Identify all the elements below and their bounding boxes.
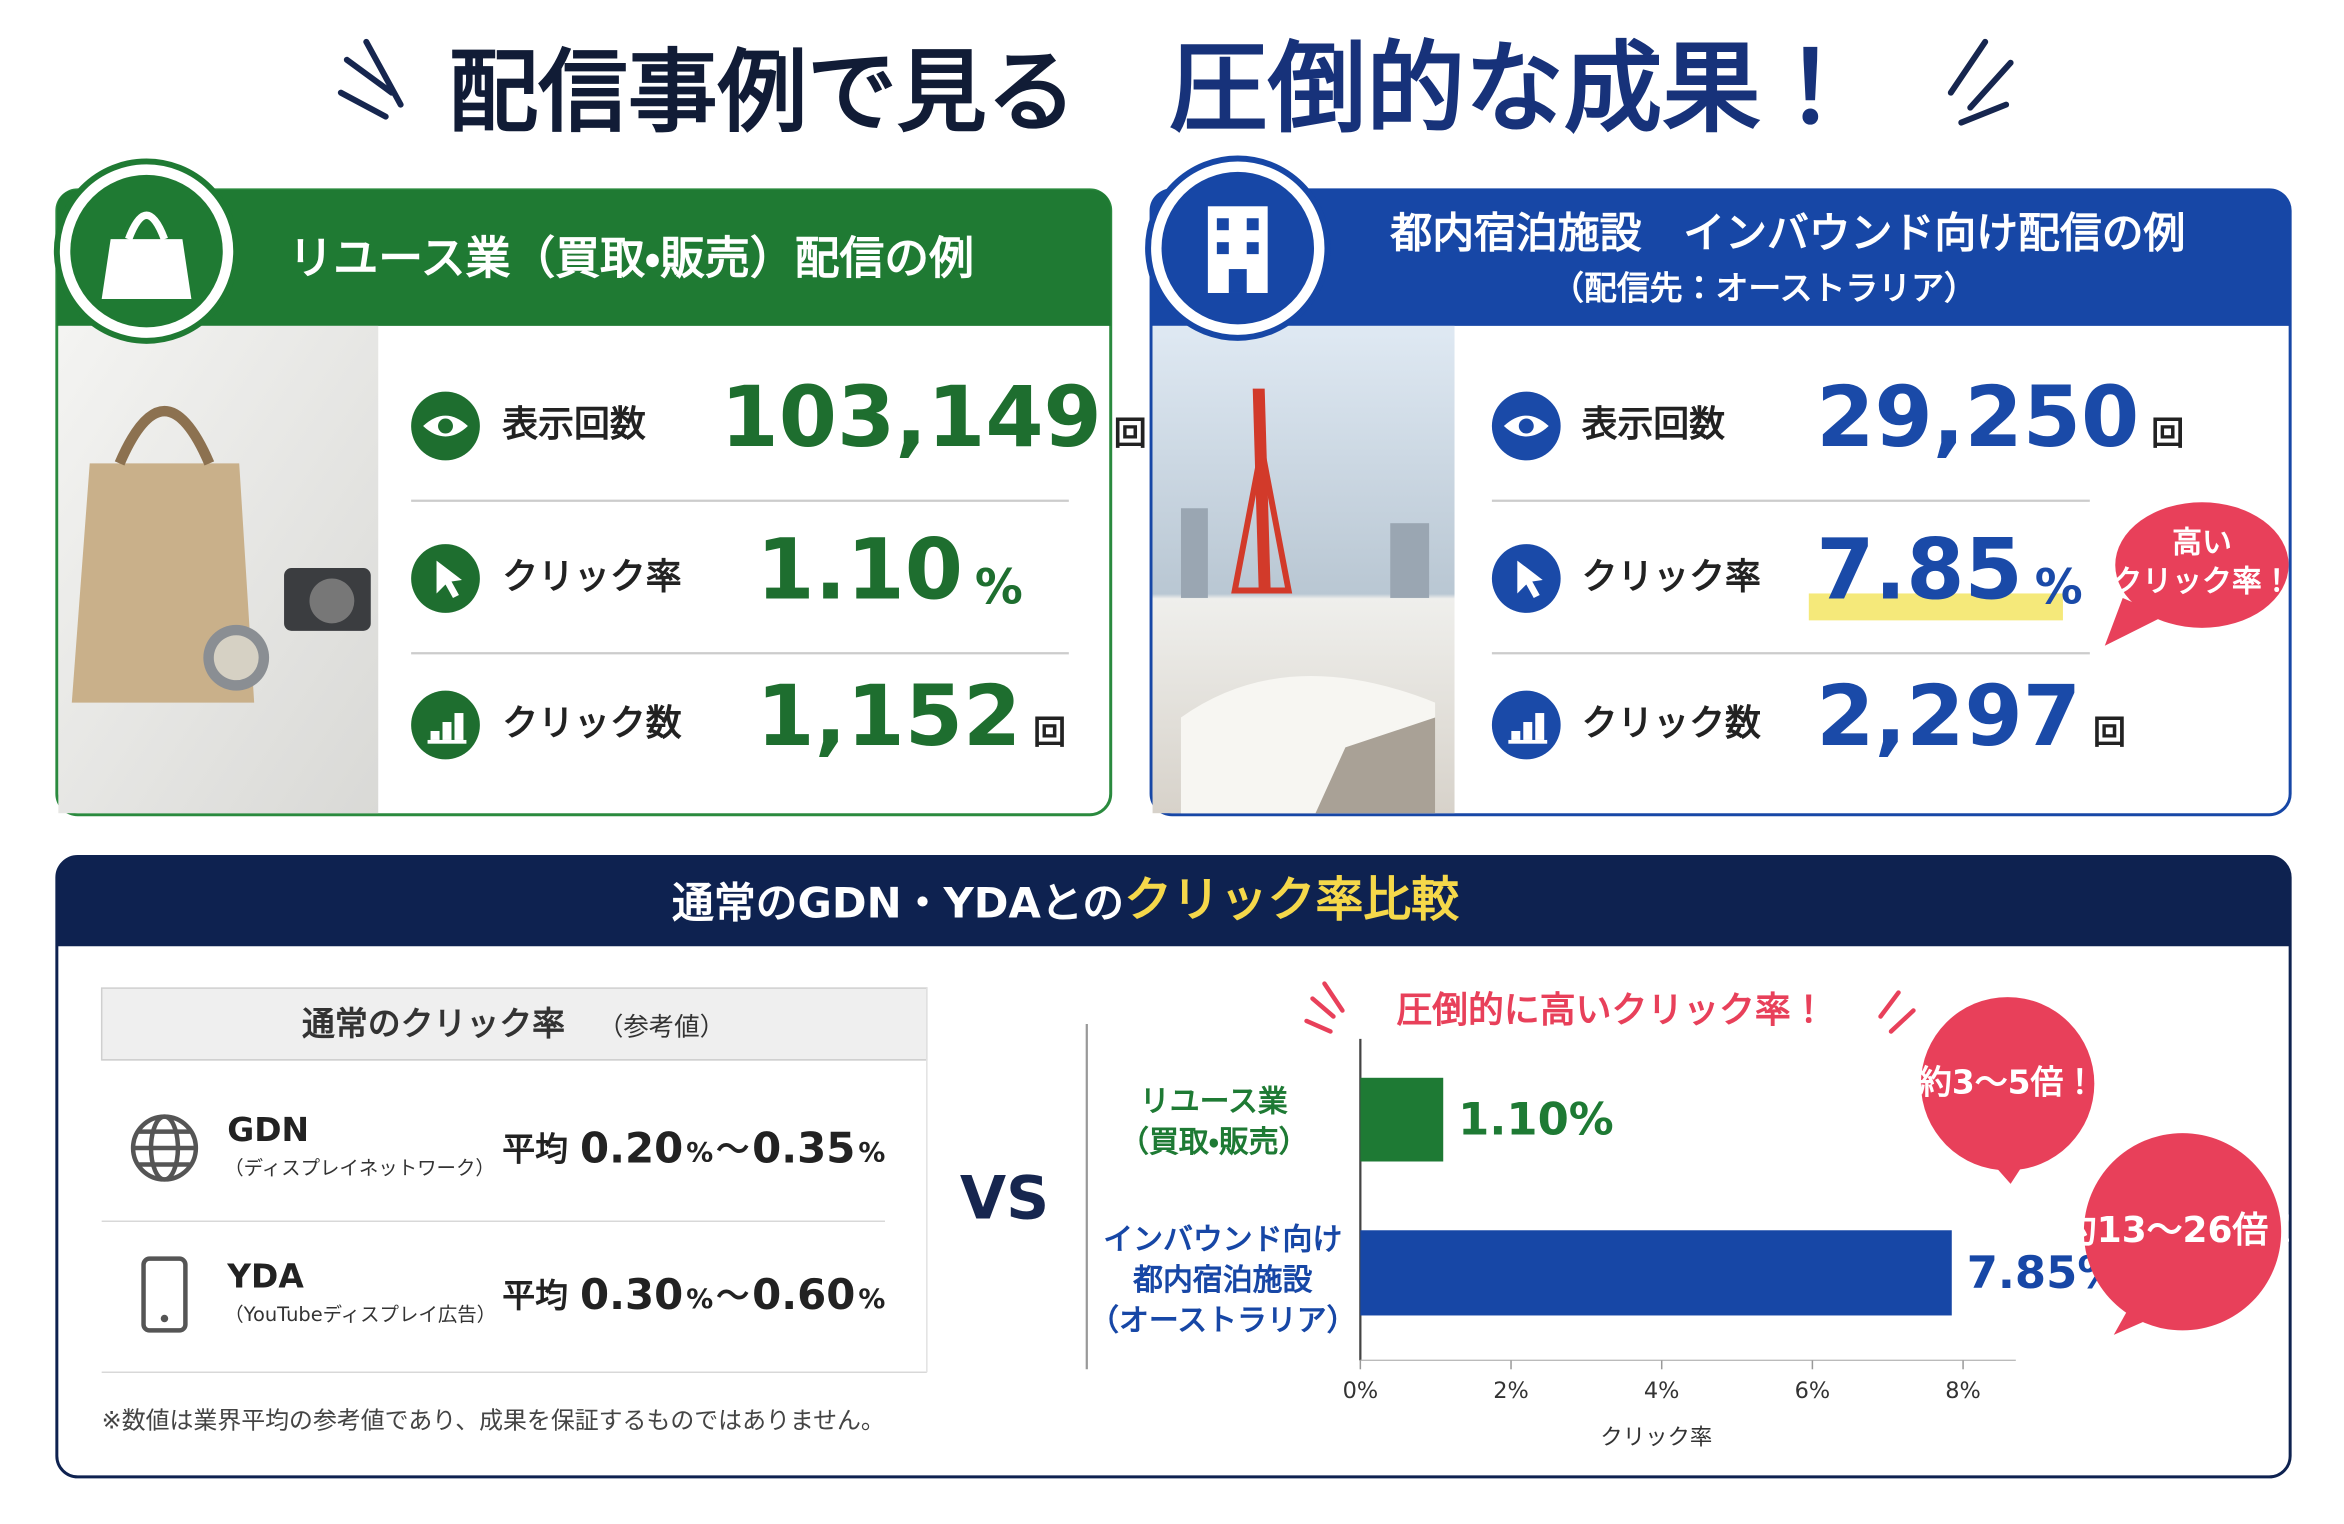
platform-desc: （YouTubeディスプレイ広告） <box>224 1303 496 1326</box>
bars-icon <box>1535 713 1545 740</box>
case-card-green <box>53 158 1113 817</box>
case-subtitle: （配信先：オーストラリア） <box>1551 269 1977 308</box>
vs: VS <box>960 1164 1049 1233</box>
metric-label: クリック率 <box>1582 557 1761 598</box>
badge-text: クリック率！ <box>2112 564 2291 599</box>
metric-unit: 回 <box>1033 712 1066 751</box>
callout <box>2083 1133 2282 1331</box>
x-tick-label: 0% <box>1343 1378 1379 1404</box>
bar <box>1360 1077 1444 1162</box>
title-part2: 圧倒的な成果！ <box>1169 32 1860 147</box>
metric-unit: 回 <box>2093 712 2126 751</box>
bars-icon <box>1511 730 1521 740</box>
value-label: 1.10% <box>1458 1093 1614 1146</box>
metric-label: クリック率 <box>502 557 681 598</box>
eye-pupil <box>438 418 453 434</box>
comparison-title-highlight: クリック率比較 <box>1124 873 1459 928</box>
bars-icon <box>1523 722 1533 740</box>
metric-unit: 回 <box>1114 414 1147 453</box>
reference-note: （参考値） <box>598 1011 725 1041</box>
bar <box>1360 1230 1952 1316</box>
range-part: 平均 <box>502 1130 568 1169</box>
range-part: ～ <box>716 1276 749 1315</box>
x-axis-label: クリック率 <box>1600 1425 1712 1451</box>
callout-text: 約13～26倍！ <box>2061 1210 2304 1251</box>
metric-value: 1.10 <box>756 520 963 618</box>
x-tick-label: 4% <box>1644 1378 1680 1404</box>
range-part: 0.60 <box>752 1270 855 1319</box>
metric-value: 29,250 <box>1816 368 2139 466</box>
bars-icon-base <box>1508 739 1548 744</box>
bars-icon <box>430 730 440 740</box>
highlight <box>1808 593 2063 621</box>
bars-icon <box>454 713 464 740</box>
metric-value: 1,152 <box>756 667 1021 765</box>
metric-label: クリック数 <box>502 703 681 744</box>
metric-unit: % <box>975 560 1023 615</box>
platform-desc: （ディスプレイネットワーク） <box>224 1156 495 1179</box>
chart-title: 圧倒的に高いクリック率！ <box>1396 990 1826 1031</box>
cursor-icon <box>436 560 462 598</box>
x-tick-label: 8% <box>1945 1378 1981 1404</box>
callout-text: 約3～5倍！ <box>1919 1062 2096 1101</box>
range-part: 0.35 <box>752 1124 855 1173</box>
x-tick-label: 2% <box>1493 1378 1529 1404</box>
range-part: % <box>686 1138 713 1169</box>
badge-text: 高い <box>2172 526 2232 561</box>
case-title: 都内宿泊施設 インバウンド向け配信の例 <box>1389 209 2185 258</box>
category-label: リユース業（買取・販売） <box>1119 1084 1308 1159</box>
metric-label: クリック数 <box>1582 703 1761 744</box>
x-tick-label: 6% <box>1795 1378 1831 1404</box>
range-part: 0.30 <box>580 1270 683 1319</box>
disclaimer: ※数値は業界平均の参考値であり、成果を保証するものではありません。 <box>102 1407 885 1435</box>
range-part: 平均 <box>502 1276 568 1315</box>
range-part: 0.20 <box>580 1124 683 1173</box>
metric-value: 103,149 <box>721 368 1102 466</box>
cursor-icon <box>1517 560 1543 598</box>
case-title: リユース業（買取・販売）配信の例 <box>289 232 974 285</box>
reference-title: 通常のクリック率 <box>302 1004 565 1043</box>
range-part: % <box>858 1138 885 1169</box>
metric-unit: % <box>2035 560 2083 615</box>
bars-icon <box>442 722 452 740</box>
metric-unit: 回 <box>2151 414 2184 453</box>
comparison-title: 通常のGDN・YDAとの <box>672 878 1124 927</box>
range-part: ～ <box>716 1130 749 1169</box>
metric-value: 7.85 <box>1816 520 2023 618</box>
platform-name: YDA <box>226 1257 304 1296</box>
metric-value: 2,297 <box>1816 667 2081 765</box>
range-part: % <box>858 1284 885 1315</box>
header-deco <box>337 38 2014 126</box>
range-part: % <box>686 1284 713 1315</box>
bars-icon-base <box>427 739 467 744</box>
metric-label: 表示回数 <box>1581 404 1726 445</box>
metric-label: 表示回数 <box>501 404 646 445</box>
case-card-blue <box>1145 155 2292 817</box>
eye-pupil <box>1518 418 1534 434</box>
badge <box>2104 502 2289 646</box>
comparison-panel <box>55 855 2292 1479</box>
category-label: インバウンド向け都内宿泊施設（オーストラリア） <box>1089 1222 1356 1338</box>
platform-name: GDN <box>227 1110 309 1149</box>
callout <box>1920 997 2095 1171</box>
title-part1: 配信事例で見る <box>448 41 1076 145</box>
